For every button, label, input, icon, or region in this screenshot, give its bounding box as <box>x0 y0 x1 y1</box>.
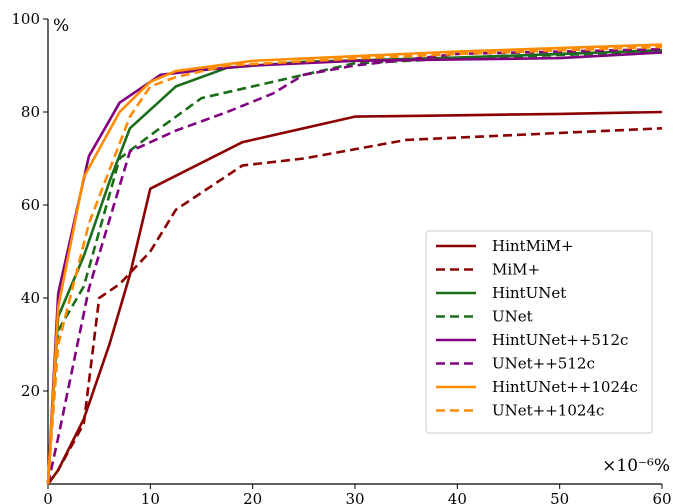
x-tick-label: 30 <box>345 490 364 504</box>
legend-label: HintMiM+ <box>492 237 574 255</box>
legend-label: UNet <box>492 308 533 326</box>
x-ticks: 0 10 20 30 40 50 60 <box>43 484 672 504</box>
series-line-unetpp512c <box>46 47 663 485</box>
y-tick-label: 40 <box>21 289 40 307</box>
legend-box <box>425 230 653 434</box>
y-tick-label: 80 <box>21 103 40 121</box>
x-tick-label: 0 <box>43 490 53 504</box>
x-tick-label: 50 <box>550 490 569 504</box>
x-tick-label: 10 <box>141 490 160 504</box>
series-lines <box>46 43 663 485</box>
x-tick-label: 60 <box>652 490 671 504</box>
y-tick-label: 20 <box>21 382 40 400</box>
y-unit-label: % <box>53 16 69 36</box>
y-ticks: 20 40 60 80 100 <box>11 10 48 400</box>
legend-label: MiM+ <box>492 261 540 279</box>
legend-label: UNet++1024c <box>492 402 604 420</box>
legend-label: HintUNet <box>492 284 566 302</box>
legend-label: HintUNet++512c <box>492 331 628 349</box>
legend-label: UNet++512c <box>492 355 595 373</box>
series-line-mimp <box>46 127 663 485</box>
x-tick-label: 40 <box>448 490 467 504</box>
x-tick-label: 20 <box>243 490 262 504</box>
legend-label: HintUNet++1024c <box>492 378 638 396</box>
y-tick-label: 60 <box>21 196 40 214</box>
x-unit-label: ×10⁻⁶% <box>602 456 670 476</box>
y-tick-label: 100 <box>11 10 40 28</box>
series-line-hintunetpp1024c <box>46 43 663 485</box>
series-line-hintmimp <box>46 110 663 485</box>
legend: HintMiM+ MiM+ HintUNet UNet HintUNet++512c UN… <box>425 230 653 434</box>
series-line-unetpp1024c <box>46 45 663 485</box>
